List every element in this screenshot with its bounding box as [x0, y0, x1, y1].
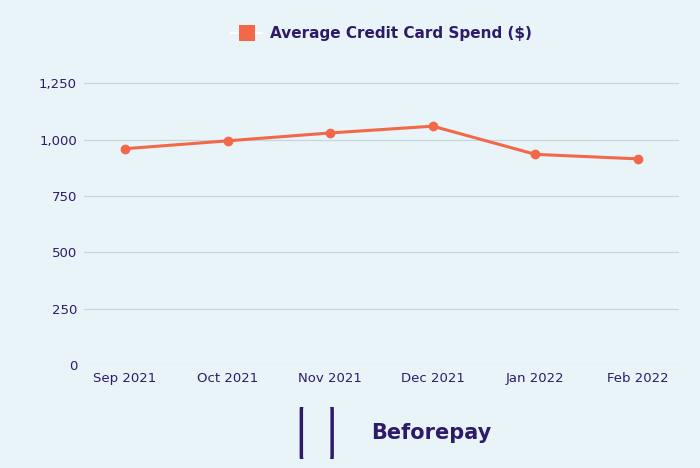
Bar	[307, 431, 326, 435]
FancyBboxPatch shape	[307, 411, 323, 436]
FancyBboxPatch shape	[307, 430, 323, 454]
Text: Beforepay: Beforepay	[371, 423, 491, 443]
Legend: Average Credit Card Spend ($): Average Credit Card Spend ($)	[232, 26, 531, 41]
